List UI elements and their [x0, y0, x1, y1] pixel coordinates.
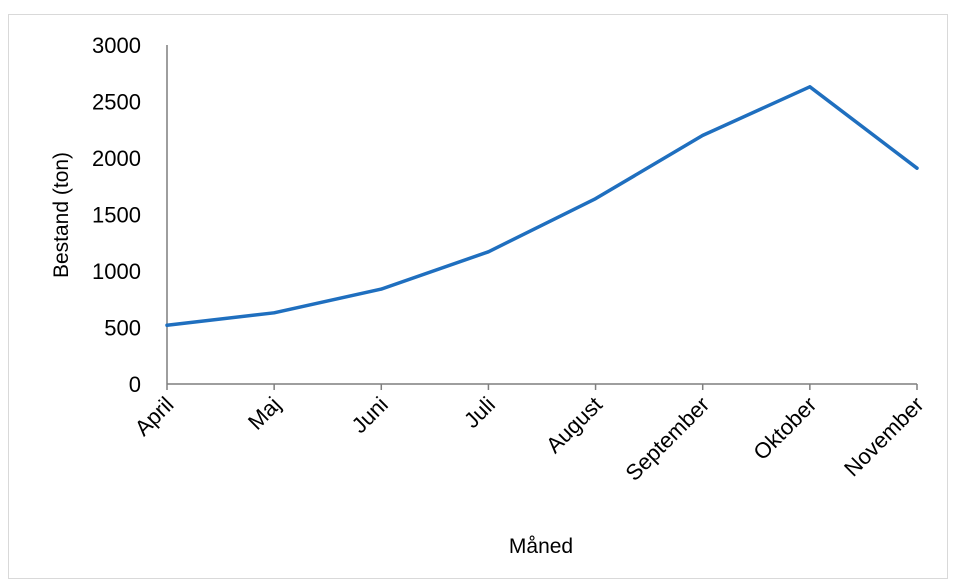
series-line	[165, 85, 919, 327]
data-point	[379, 287, 383, 291]
y-axis-title: Bestand (ton)	[50, 152, 73, 278]
data-point	[915, 166, 919, 170]
x-tick-label: Maj	[243, 392, 286, 435]
x-tick-label: November	[839, 392, 928, 481]
data-point	[594, 197, 598, 201]
y-tick-label: 0	[129, 372, 141, 397]
data-point	[486, 250, 490, 254]
series-group	[165, 85, 919, 327]
chart-frame	[8, 14, 948, 579]
x-axis: April Maj Juni Juli August September Oktober No…	[130, 383, 929, 486]
y-tick-label: 2500	[92, 90, 141, 115]
x-tick-label: Juli	[459, 392, 500, 433]
data-point	[272, 311, 276, 315]
x-tick-label: April	[130, 392, 179, 441]
y-tick-label: 3000	[92, 33, 141, 58]
x-tick-label: September	[620, 392, 714, 486]
y-tick-label: 2000	[92, 146, 141, 171]
data-point	[165, 323, 169, 327]
x-tick-label: Juni	[347, 392, 393, 438]
x-tick-label: August	[541, 392, 607, 458]
x-tick-label: Oktober	[748, 392, 821, 465]
data-point	[808, 85, 812, 89]
y-axis: 0 500 1000 1500 2000 2500 3000	[92, 33, 168, 397]
y-tick-label: 500	[104, 316, 141, 341]
x-axis-title: Måned	[509, 535, 573, 558]
y-tick-label: 1500	[92, 203, 141, 228]
y-tick-label: 1000	[92, 259, 141, 284]
data-point	[701, 133, 705, 137]
